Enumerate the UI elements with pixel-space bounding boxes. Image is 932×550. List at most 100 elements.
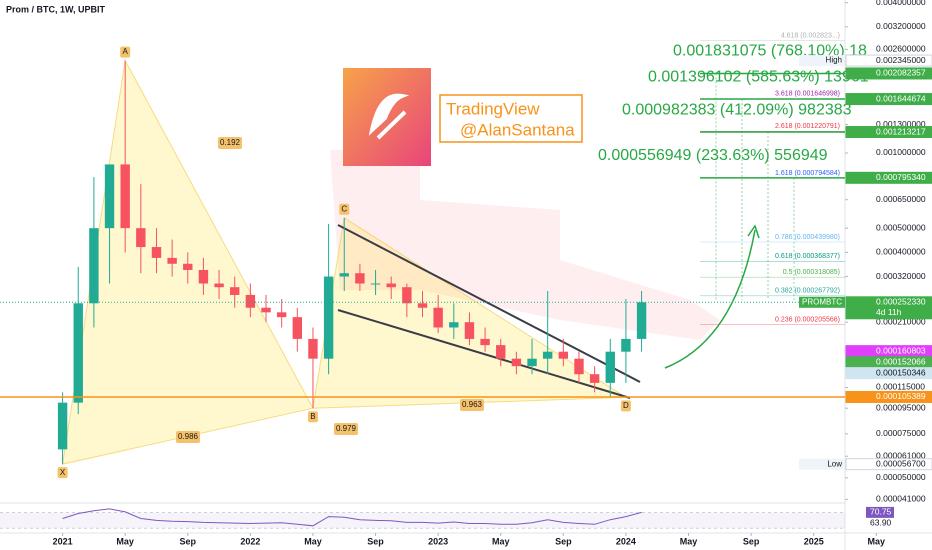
candle-body [167,257,177,264]
fib-label: 2.618 (0.001220791) [775,123,840,130]
price-badge [845,54,932,67]
x-tick-label: Sep [180,536,197,546]
fib-label: 0.786 (0.000439980) [775,234,840,241]
price-badge-label: 0.000150346 [876,367,926,377]
candle-body [323,276,334,359]
pattern-point-box [307,411,318,423]
candle-body [558,351,569,359]
y-tick-label: 0.000500000 [876,222,926,232]
pattern-point-label: X [60,468,66,477]
price-badge-label: 0.000056700 [876,458,926,468]
y-tick-label: 0.000095000 [876,402,926,412]
badge-tag-label: PROMBTC [802,297,842,306]
pattern-point-label: D [623,401,629,410]
candle-body [370,283,381,285]
ratio-label: 0.986 [178,432,199,441]
target-label: 0.001396102 (585.63%) 13961 [648,68,869,85]
fib-label: 0.382 (0.000267792) [775,288,840,295]
x-tick-label: Sep [555,536,572,546]
candle-body [464,322,475,339]
trendline [337,224,641,383]
countdown: 4d 11h [876,307,902,317]
price-badge-label: 0.000152066 [876,356,926,366]
candle-body [120,164,130,229]
price-badge-label: 0.001213217 [876,126,926,136]
y-tick-label: 0.000400000 [876,247,926,257]
candle-body [230,287,240,295]
ratio-box [460,399,484,411]
y-tick-label: 0.000320000 [876,271,926,281]
fib-label: 3.618 (0.001646998) [775,91,840,98]
fib-label: 0.236 (0.000205566) [775,316,840,323]
candle-body [89,228,99,304]
y-tick-label: 0.000041000 [876,494,926,504]
x-tick-label: 2025 [804,536,824,546]
candle-body [433,307,443,328]
y-tick-label: 0.000115000 [876,382,925,392]
rsi-band [0,512,845,529]
ratio-label: 0.963 [462,400,483,409]
rsi-badge-label: 63.90 [870,518,892,528]
cloud [330,150,720,340]
logo-mark [368,93,410,140]
candle-body [605,351,615,383]
candle-body [527,358,537,367]
candle-body [136,228,146,248]
x-tick-label: 2023 [428,536,448,546]
y-tick-label: 0.003200000 [876,21,926,31]
candle-body [198,269,209,284]
x-tick-label: May [116,536,134,546]
y-tick-label: 0.000210000 [876,316,926,326]
price-badge [845,171,932,184]
x-tick-label: Sep [743,536,760,546]
y-tick-label: 0.001300000 [876,119,926,129]
candle-body [574,358,584,375]
price-badge-label: 0.001644674 [876,93,926,103]
candle-body [417,303,428,308]
x-tick-label: 2024 [616,536,636,546]
candle-body [57,402,68,450]
candle-body [402,287,412,304]
badge-tag-label: High [826,56,842,65]
x-tick-label: 2022 [240,536,260,546]
ratio-box [218,137,242,149]
x-tick-label: May [868,536,886,546]
y-tick-label: 0.000075000 [876,428,926,438]
target-label: 0.000556949 (233.63%) 556949 [598,147,828,164]
price-badge-label: 0.000105389 [876,391,926,401]
chart-title: Prom / BTC, 1W, UPBIT [6,4,106,14]
pattern-point-box [620,400,631,412]
candle-body [480,338,490,346]
y-tick-label: 0.004000000 [876,0,926,7]
candle-body [183,263,193,270]
candle-body [496,345,506,359]
fib-label: 0.618 (0.000368377) [775,253,840,260]
y-tick-label: 0.000050000 [876,472,926,482]
watermark-text: TradingView [446,99,540,118]
rsi-badge-label: 70.75 [870,507,892,517]
candle-body [73,303,83,403]
price-badge-label: 0.002082357 [876,68,926,78]
candle-body [355,273,365,284]
y-tick-label: 0.002600000 [876,44,926,54]
fib-label: 0.5 (0.000318085) [783,269,840,276]
trendline [337,309,631,399]
y-tick-label: 0.000650000 [876,194,926,204]
price-badge [845,126,932,139]
candle-body [261,307,271,313]
pattern-point-box [57,467,68,479]
pattern-point-box [339,203,350,215]
y-tick-label: 0.001000000 [876,147,926,157]
pattern-point-box [120,46,131,58]
badge-tag [799,458,845,470]
badge-tag [799,296,845,308]
pattern-point-label: B [310,412,315,421]
arrow [664,229,756,369]
rsi-badge [866,517,894,529]
candle-body [292,317,303,339]
candle-body [308,338,318,359]
arrow-head [747,224,760,239]
candle-body [449,322,459,328]
target-label: 0.000982383 (412.09%) 982383 [622,101,852,118]
